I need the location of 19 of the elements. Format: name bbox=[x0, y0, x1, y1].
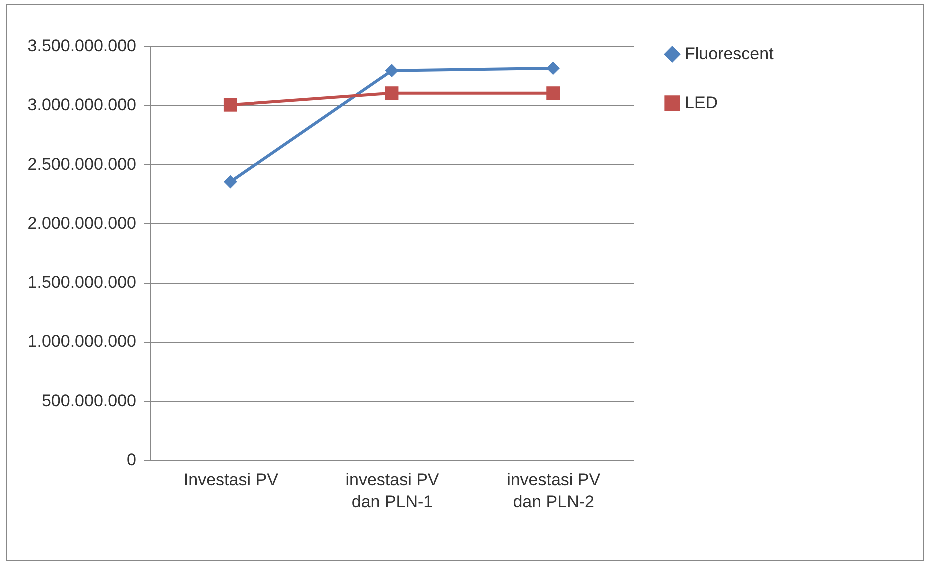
legend-label: LED bbox=[685, 94, 718, 112]
y-tick-label: 0 bbox=[127, 450, 136, 470]
x-tick-label: investasi PV dan PLN-2 bbox=[507, 470, 602, 512]
x-tick-label: investasi PV dan PLN-1 bbox=[346, 470, 440, 512]
point bbox=[546, 86, 560, 100]
legend-label: Fluorescent bbox=[685, 44, 774, 64]
point bbox=[224, 175, 238, 189]
point bbox=[385, 86, 399, 100]
y-tick-label: 3.500.000.000 bbox=[28, 36, 136, 56]
point bbox=[546, 62, 560, 76]
x-tick-label: Investasi PV bbox=[184, 470, 280, 490]
y-tick-label: 2.000.000.000 bbox=[28, 214, 136, 233]
y-tick-label: 500.000.000 bbox=[42, 391, 136, 410]
y-tick-label: 1.000.000.000 bbox=[28, 332, 136, 352]
point bbox=[224, 98, 238, 112]
y-tick-label: 3.000.000.000 bbox=[28, 96, 136, 115]
point bbox=[385, 64, 399, 78]
y-tick-label: 1.500.000.000 bbox=[28, 273, 136, 292]
y-tick-label: 2.500.000.000 bbox=[28, 154, 136, 174]
